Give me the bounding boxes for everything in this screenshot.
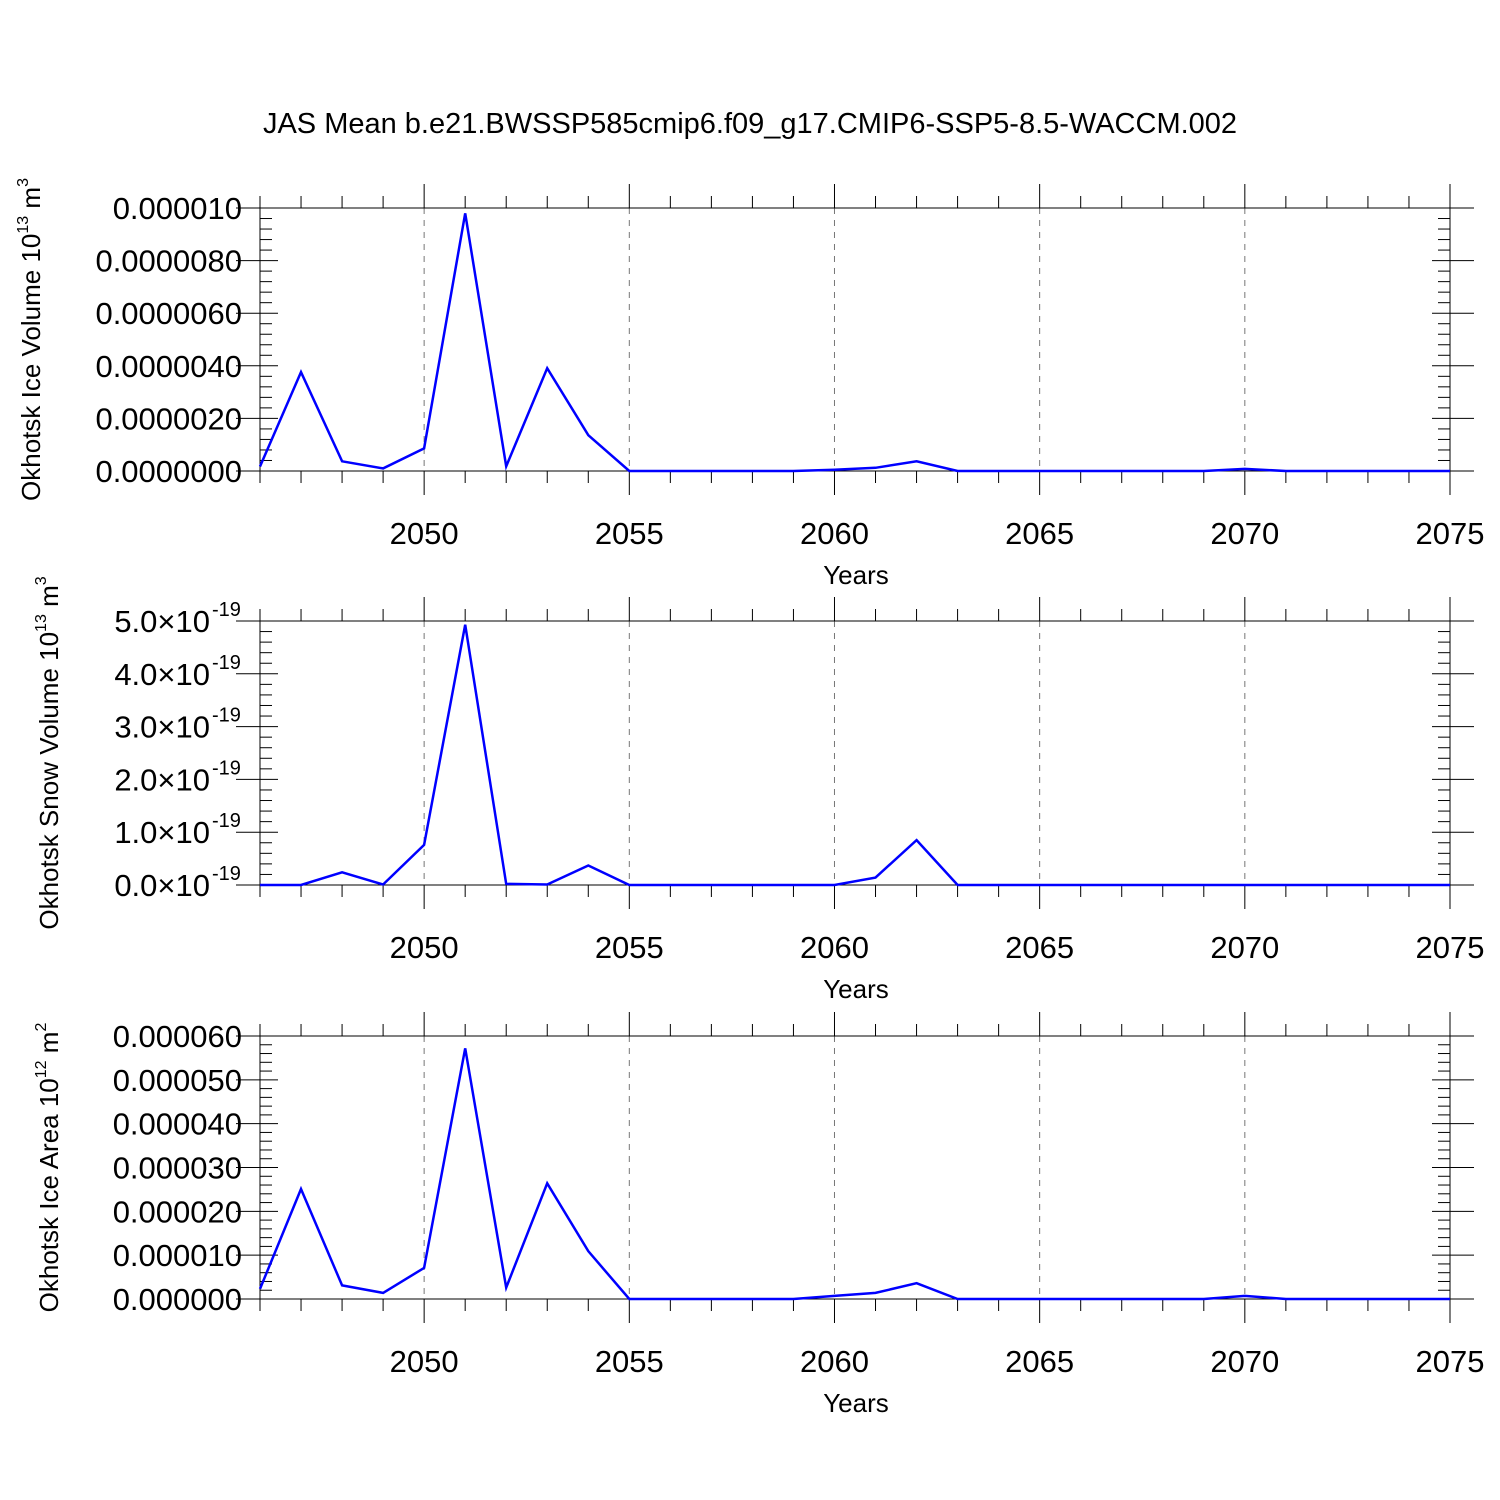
y-tick-label: 0.000040 — [113, 1107, 242, 1142]
y-tick-label: 0.0000000 — [95, 454, 242, 489]
x-axis-title: Years — [823, 974, 889, 1004]
panel-ice-area: 2050 2055 2060 2065 2070 2075 Years 0.000000 0.0… — [33, 1012, 1484, 1418]
x-tick-label: 2050 — [390, 516, 459, 551]
series-line — [258, 1048, 1450, 1301]
x-tick-label: 2070 — [1210, 930, 1279, 965]
y-tick-exponent: -19 — [212, 810, 241, 832]
x-tick-label: 2070 — [1210, 1344, 1279, 1379]
y-tick-label: 0.000050 — [113, 1063, 242, 1098]
x-axis-title: Years — [823, 1388, 889, 1418]
y-tick-label: 0.0000020 — [95, 401, 242, 436]
y-tick-label: 0.0000060 — [95, 296, 242, 331]
figure-title: JAS Mean b.e21.BWSSP585cmip6.f09_g17.CMI… — [263, 108, 1237, 140]
x-tick-label: 2055 — [595, 516, 664, 551]
y-tick-label: 0.000060 — [113, 1019, 242, 1054]
y-tick-label: 0.000010 — [113, 1238, 242, 1273]
x-tick-label: 2065 — [1005, 1344, 1074, 1379]
y-tick-label: 0.000010 — [113, 191, 242, 226]
panel-ice-volume: 2050 2055 2060 2065 2070 2075 Years 0.0000000 0.… — [15, 178, 1484, 590]
x-tick-label: 2065 — [1005, 516, 1074, 551]
y-axis-title: Okhotsk Ice Area 1012 m2 — [33, 1023, 64, 1313]
x-tick-label: 2060 — [800, 930, 869, 965]
y-tick-exponent: -19 — [212, 599, 241, 621]
x-tick-label: 2050 — [390, 930, 459, 965]
y-tick-label: 0.0000080 — [95, 244, 242, 279]
x-tick-label: 2055 — [595, 930, 664, 965]
y-tick-label: 4.0×10 — [114, 657, 210, 692]
x-tick-label: 2060 — [800, 516, 869, 551]
y-tick-label: 3.0×10 — [114, 710, 210, 745]
series-line — [258, 213, 1450, 473]
y-tick-label: 0.000020 — [113, 1194, 242, 1229]
x-tick-label: 2075 — [1416, 516, 1485, 551]
x-tick-label: 2075 — [1416, 1344, 1485, 1379]
x-tick-label: 2060 — [800, 1344, 869, 1379]
y-tick-exponent: -19 — [212, 757, 241, 779]
x-axis-title: Years — [823, 560, 889, 590]
x-tick-label: 2065 — [1005, 930, 1074, 965]
y-axis-title: Okhotsk Ice Volume 1013 m3 — [15, 178, 46, 501]
y-tick-exponent: -19 — [212, 652, 241, 674]
y-tick-label: 2.0×10 — [114, 762, 210, 797]
y-tick-label: 0.0000040 — [95, 349, 242, 384]
y-tick-label: 0.0×10 — [114, 868, 210, 903]
x-tick-label: 2075 — [1416, 930, 1485, 965]
y-tick-exponent: -19 — [212, 705, 241, 727]
x-tick-label: 2050 — [390, 1344, 459, 1379]
plot-frame — [259, 620, 1451, 886]
y-tick-label: 0.000030 — [113, 1151, 242, 1186]
y-tick-exponent: -19 — [212, 863, 241, 885]
series-line — [260, 624, 1450, 887]
y-tick-label: 0.000000 — [113, 1282, 242, 1317]
x-tick-label: 2055 — [595, 1344, 664, 1379]
plot-frame — [259, 207, 1451, 472]
y-tick-label: 1.0×10 — [114, 815, 210, 850]
y-axis-title: Okhotsk Snow Volume 1013 m3 — [33, 576, 64, 929]
y-tick-label: 5.0×10 — [114, 604, 210, 639]
x-tick-label: 2070 — [1210, 516, 1279, 551]
